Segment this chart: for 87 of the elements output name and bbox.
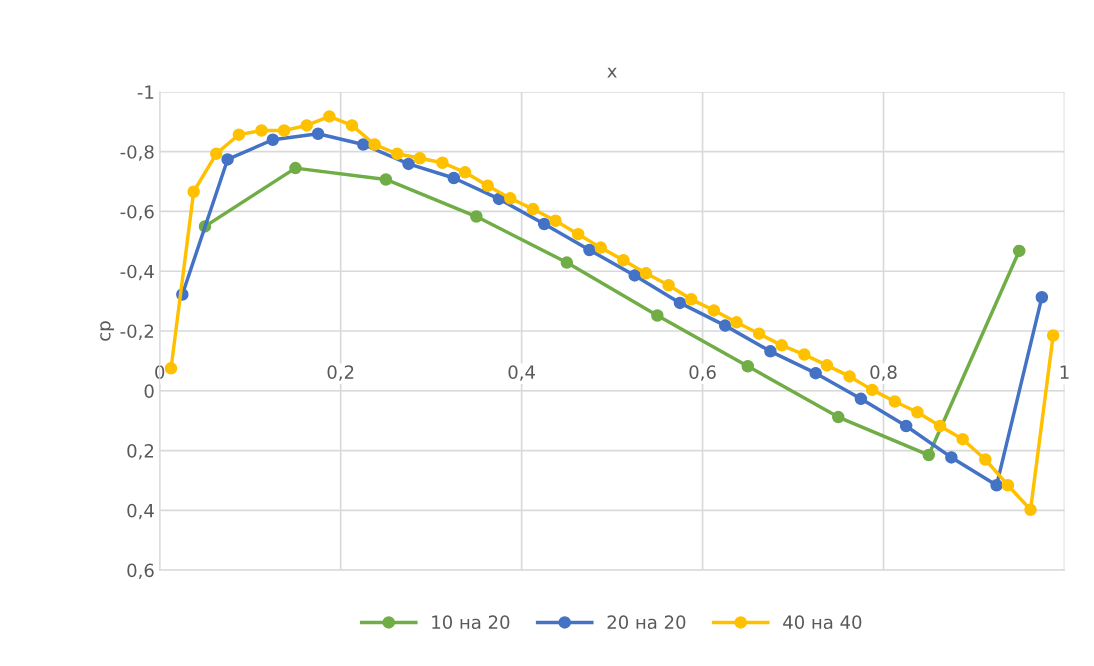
point [402, 157, 415, 171]
point [504, 192, 517, 205]
point [549, 214, 562, 227]
point [764, 345, 777, 358]
y-tick-label: -0,2 [120, 324, 154, 340]
point [560, 256, 574, 269]
point [1024, 503, 1037, 516]
point [741, 360, 755, 373]
point [990, 478, 1003, 492]
legend-label: 10 на 20 [432, 615, 510, 630]
legend-label: 40 на 40 [783, 615, 862, 630]
point [662, 279, 675, 292]
point [311, 127, 325, 141]
point [956, 432, 969, 446]
point [594, 241, 608, 254]
point [300, 119, 313, 132]
point [933, 419, 947, 433]
y-tick-label: 0 [144, 384, 154, 398]
point [945, 451, 958, 464]
point [1012, 244, 1026, 258]
x-tick-label: 1 [1060, 365, 1069, 379]
point [820, 359, 834, 372]
point [266, 133, 280, 146]
point [979, 453, 992, 466]
point [345, 119, 359, 132]
y-tick-label: 0,6 [127, 563, 154, 580]
point [922, 448, 936, 462]
point [1046, 329, 1060, 342]
point [458, 166, 472, 179]
point [436, 156, 449, 169]
point [221, 153, 234, 166]
point [289, 161, 302, 175]
point [798, 348, 811, 361]
point [843, 370, 856, 383]
point [628, 269, 641, 282]
point [888, 395, 902, 408]
point [277, 124, 291, 137]
point [210, 147, 223, 161]
x-tick-label: 0 [155, 365, 165, 379]
legend-label: 20 на 20 [607, 615, 686, 630]
point [651, 309, 664, 322]
point [730, 316, 743, 329]
point [617, 253, 630, 267]
point [413, 152, 427, 165]
point [752, 327, 766, 340]
point [809, 366, 822, 380]
point [390, 147, 404, 161]
point [1001, 478, 1015, 492]
point [187, 185, 200, 198]
point [899, 419, 913, 433]
point [673, 296, 687, 310]
point [481, 179, 494, 193]
point [232, 128, 246, 141]
point [323, 110, 336, 123]
y-tick-label: -0,8 [120, 145, 154, 161]
point [255, 124, 268, 137]
x-tick-label: 0,6 [689, 365, 716, 381]
y-tick-label: -0,4 [120, 264, 154, 281]
point [775, 339, 788, 352]
point [1035, 290, 1049, 304]
point [707, 304, 721, 317]
y-tick-label: 0,2 [127, 444, 154, 460]
point [685, 293, 698, 306]
y-tick-label: 0,4 [127, 503, 154, 520]
point [718, 319, 732, 332]
point [447, 171, 461, 185]
y-axis-title: cp [100, 321, 115, 341]
y-tick-label: -0,6 [120, 204, 154, 221]
point [470, 210, 483, 223]
point [537, 217, 551, 231]
point [526, 202, 540, 216]
point [865, 383, 879, 397]
point [571, 227, 585, 241]
point [911, 406, 924, 419]
x-axis-title: x [607, 67, 617, 78]
y-tick-label: -1 [137, 85, 154, 99]
point [368, 138, 381, 151]
x-tick-label: 0,4 [508, 365, 535, 381]
x-tick-label: 0,2 [327, 365, 354, 381]
point [379, 173, 393, 186]
point [164, 362, 178, 375]
point [832, 410, 845, 424]
x-tick-label: 0,8 [870, 365, 897, 381]
point [854, 392, 868, 406]
point [357, 138, 370, 151]
point [639, 267, 653, 280]
point [583, 243, 596, 257]
